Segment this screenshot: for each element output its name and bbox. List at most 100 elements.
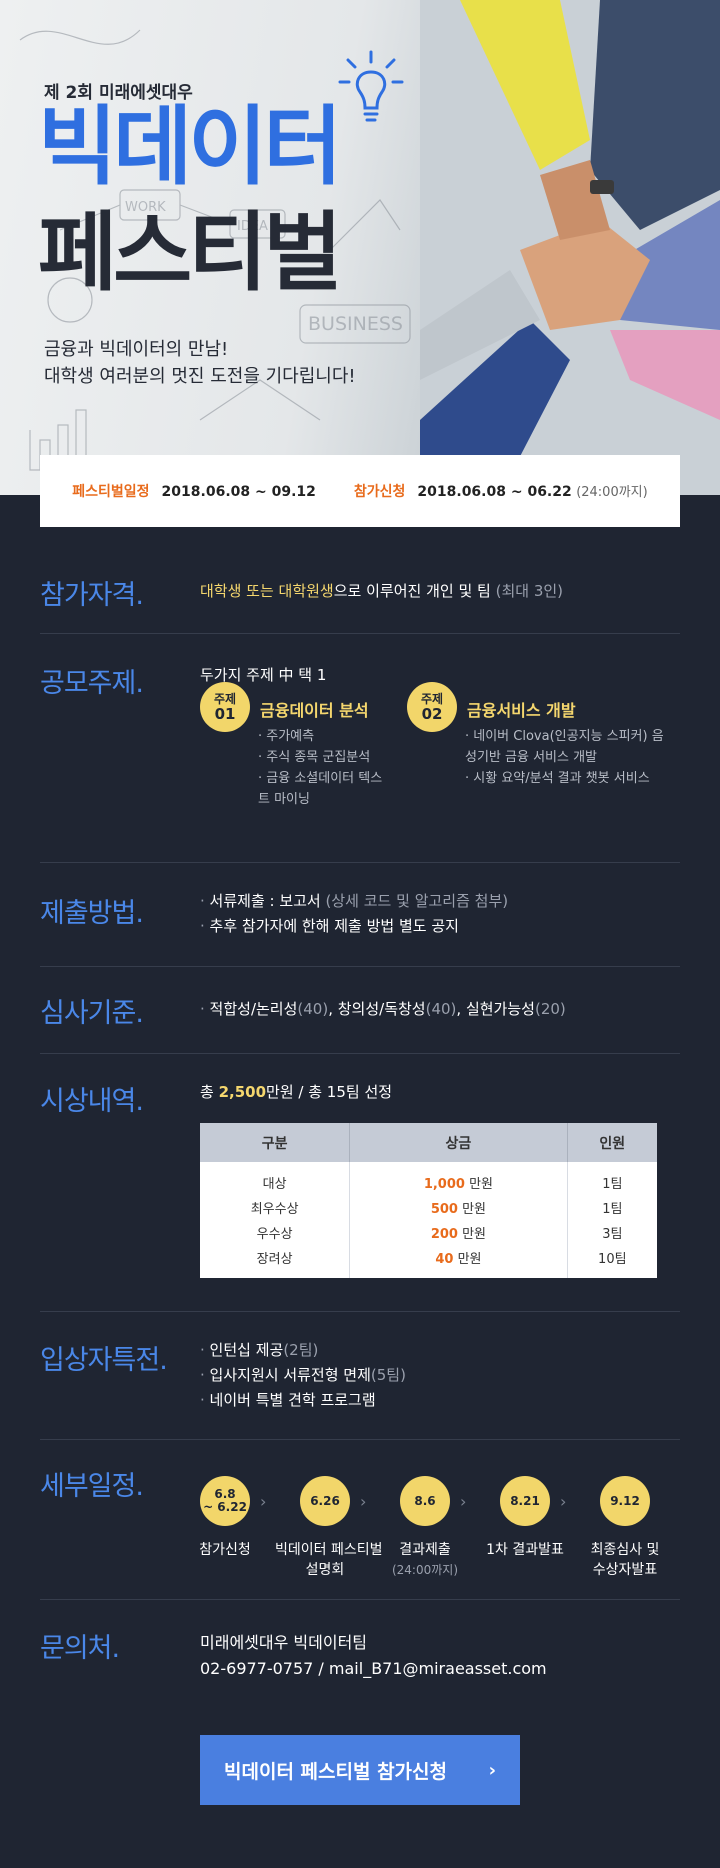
hero-subtitle: 금융과 빅데이터의 만남! 대학생 여러분의 멋진 도전을 기다립니다! <box>44 336 356 390</box>
chevron-right-icon: › <box>260 1492 267 1511</box>
prize-name: 장려상 <box>200 1245 351 1278</box>
prize-amount-value: 500 <box>430 1202 458 1217</box>
benefit-text: 입사지원시 서류전형 면제 <box>209 1366 371 1384</box>
topic-01-point: 금융 소셜데이터 텍스트 마이닝 <box>258 768 388 810</box>
section-contact: 문의처. 미래에셋대우 빅데이터팀 02-6977-0757 / mail_B7… <box>40 1599 680 1709</box>
contact-phone-email: 02-6977-0757 / mail_B71@miraeasset.com <box>200 1659 547 1678</box>
hero-kicker: 제 2회 미래에셋대우 <box>44 83 193 103</box>
prize-count: 1팀 <box>602 1177 623 1192</box>
topic-01-points: 주가예측 주식 종목 군집분석 금융 소셜데이터 텍스트 마이닝 <box>258 726 468 810</box>
criteria-item-weight: (20) <box>534 1000 566 1018</box>
apply-period-label: 참가신청 <box>353 484 406 500</box>
prize-count: 10팀 <box>598 1252 627 1267</box>
topic-02-badge-number: 02 <box>421 705 443 723</box>
prize-amount-unit: 만원 <box>457 1202 487 1217</box>
prize-count: 3팀 <box>602 1227 623 1242</box>
sketch-word-work: WORK <box>125 200 166 215</box>
schedule-step-label: 빅데이터 페스티벌 설명회 <box>275 1542 383 1578</box>
hero-title-line1: 빅데이터 <box>38 97 342 197</box>
chevron-right-icon: › <box>460 1492 467 1511</box>
eligibility-note: (최대 3인) <box>495 582 564 600</box>
contact-info: 미래에셋대우 빅데이터팀 02-6977-0757 / mail_B71@mir… <box>200 1630 547 1682</box>
awards-summary-suffix: 만원 / 총 15팀 선정 <box>266 1083 393 1101</box>
criteria-item-name: 창의성/독창성 <box>337 1000 426 1018</box>
hero-title-line2: 페스티벌 <box>38 203 342 303</box>
apply-button[interactable]: 빅데이터 페스티벌 참가신청 › <box>200 1735 520 1805</box>
submission-list: 서류제출 : 보고서 (상세 코드 및 알고리즘 첨부) 추후 참가자에 한해 … <box>200 889 509 939</box>
awards-summary: 총 2,500만원 / 총 15팀 선정 <box>200 1081 392 1102</box>
criteria-item-weight: (40) <box>425 1000 457 1018</box>
benefits-list: 인턴십 제공(2팀) 입사지원시 서류전형 면제(5팀) 네이버 특별 견학 프… <box>200 1338 406 1413</box>
submission-line1-main: 서류제출 : 보고서 <box>209 892 321 910</box>
schedule-step-date-text: 6.8 ~ 6.22 <box>203 1487 247 1514</box>
prize-amount: 1,000 만원 <box>349 1162 568 1195</box>
contact-heading: 문의처. <box>40 1633 120 1664</box>
topic-02-badge: 주제 02 <box>407 682 457 732</box>
team-hands-photo <box>420 0 720 495</box>
topic-02-title: 금융서비스 개발 <box>467 701 576 720</box>
eligibility-text: 대학생 또는 대학원생으로 이루어진 개인 및 팀 (최대 3인) <box>200 580 563 601</box>
hero-banner: WORK IDEA BUSINESS 제 2회 미래에셋대우 빅데이터 페스티벌… <box>0 0 720 495</box>
schedule-step-label: 결과제출 (24:00까지) <box>375 1540 475 1580</box>
topics-intro: 두가지 주제 中 택 1 <box>200 666 327 684</box>
table-row: 대상 1,000 만원 1팀 <box>200 1162 657 1195</box>
prize-count: 1팀 <box>602 1202 623 1217</box>
chevron-right-icon: › <box>488 1759 496 1781</box>
prize-amount: 200 만원 <box>349 1220 568 1245</box>
sketch-word-business: BUSINESS <box>308 313 403 335</box>
festival-period: 페스티벌일정 2018.06.08 ~ 09.12 <box>72 481 316 501</box>
table-row: 우수상 200 만원 3팀 <box>200 1220 657 1245</box>
topic-02-point: 시황 요약/분석 결과 챗봇 서비스 <box>465 768 675 789</box>
lightbulb-icon <box>338 50 404 122</box>
hero-subtitle-line2: 대학생 여러분의 멋진 도전을 기다립니다! <box>44 366 356 387</box>
chevron-right-icon: › <box>360 1492 367 1511</box>
benefit-note: (2팀) <box>283 1341 319 1359</box>
prize-amount-unit: 만원 <box>453 1252 482 1267</box>
prize-amount: 500 만원 <box>349 1195 568 1220</box>
table-row: 최우수상 500 만원 1팀 <box>200 1195 657 1220</box>
criteria-item-name: 적합성/논리성 <box>209 1000 298 1018</box>
benefit-item: 인턴십 제공(2팀) <box>200 1338 406 1363</box>
criteria-list: 적합성/논리성(40), 창의성/독창성(40), 실현가능성(20) <box>200 997 566 1022</box>
festival-period-label: 페스티벌일정 <box>72 484 150 500</box>
submission-heading: 제출방법. <box>40 898 144 929</box>
topic-01-point: 주가예측 <box>258 726 468 747</box>
apply-period-dates: 2018.06.08 ~ 06.22 <box>417 484 572 500</box>
eligibility-rest: 으로 이루어진 개인 및 팀 <box>333 582 491 600</box>
topic-01-badge-label: 주제 <box>213 692 237 706</box>
schedule-heading: 세부일정. <box>40 1471 144 1502</box>
benefit-item: 네이버 특별 견학 프로그램 <box>200 1388 406 1413</box>
schedule-step-date: 6.8 ~ 6.22 <box>200 1476 250 1526</box>
topic-01-badge: 주제 01 <box>200 682 250 732</box>
topic-01-point: 주식 종목 군집분석 <box>258 747 468 768</box>
prize-amount-unit: 만원 <box>457 1227 487 1242</box>
section-eligibility: 참가자격. 대학생 또는 대학원생으로 이루어진 개인 및 팀 (최대 3인) <box>40 555 680 633</box>
schedule-infobar: 페스티벌일정 2018.06.08 ~ 09.12 참가신청 2018.06.08 … <box>40 455 680 527</box>
sketch-word-idea: IDEA <box>237 219 268 234</box>
festival-period-dates: 2018.06.08 ~ 09.12 <box>161 484 316 500</box>
criteria-item-weight: (40) <box>297 1000 329 1018</box>
chevron-right-icon: › <box>560 1492 567 1511</box>
table-row: 장려상 40 만원 10팀 <box>200 1245 657 1278</box>
topic-02-point: 네이버 Clova(인공지능 스피커) 음성기반 금융 서비스 개발 <box>465 726 675 768</box>
schedule-step: 9.12 최종심사 및 수상자발표 <box>575 1476 675 1580</box>
schedule-step: 6.8 ~ 6.22 참가신청 <box>175 1476 275 1560</box>
prize-name: 최우수상 <box>200 1195 351 1220</box>
prize-amount: 40 만원 <box>349 1245 568 1278</box>
benefit-item: 입사지원시 서류전형 면제(5팀) <box>200 1363 406 1388</box>
schedule-step: 6.26 빅데이터 페스티벌 설명회 <box>275 1476 383 1580</box>
section-schedule: 세부일정. 6.8 ~ 6.22 참가신청 › 6.26 빅데이터 페스티벌 설… <box>40 1439 680 1599</box>
schedule-step-label-text: 결과제출 <box>399 1542 451 1558</box>
awards-summary-prefix: 총 <box>200 1083 219 1101</box>
submission-line2: 추후 참가자에 한해 제출 방법 별도 공지 <box>200 914 508 939</box>
submission-line1-note: (상세 코드 및 알고리즘 첨부) <box>325 892 509 910</box>
hero-subtitle-line1: 금융과 빅데이터의 만남! <box>44 339 229 360</box>
apply-period: 참가신청 2018.06.08 ~ 06.22 (24:00까지) <box>354 481 648 501</box>
schedule-step-label: 최종심사 및 수상자발표 <box>590 1542 660 1578</box>
col-header: 상금 <box>349 1123 568 1162</box>
submission-line1: 서류제출 : 보고서 (상세 코드 및 알고리즘 첨부) <box>200 889 509 914</box>
schedule-step-date: 6.26 <box>300 1476 350 1526</box>
section-criteria: 심사기준. 적합성/논리성(40), 창의성/독창성(40), 실현가능성(20… <box>40 966 680 1053</box>
schedule-step-date: 8.6 <box>400 1476 450 1526</box>
schedule-step-date: 9.12 <box>600 1476 650 1526</box>
